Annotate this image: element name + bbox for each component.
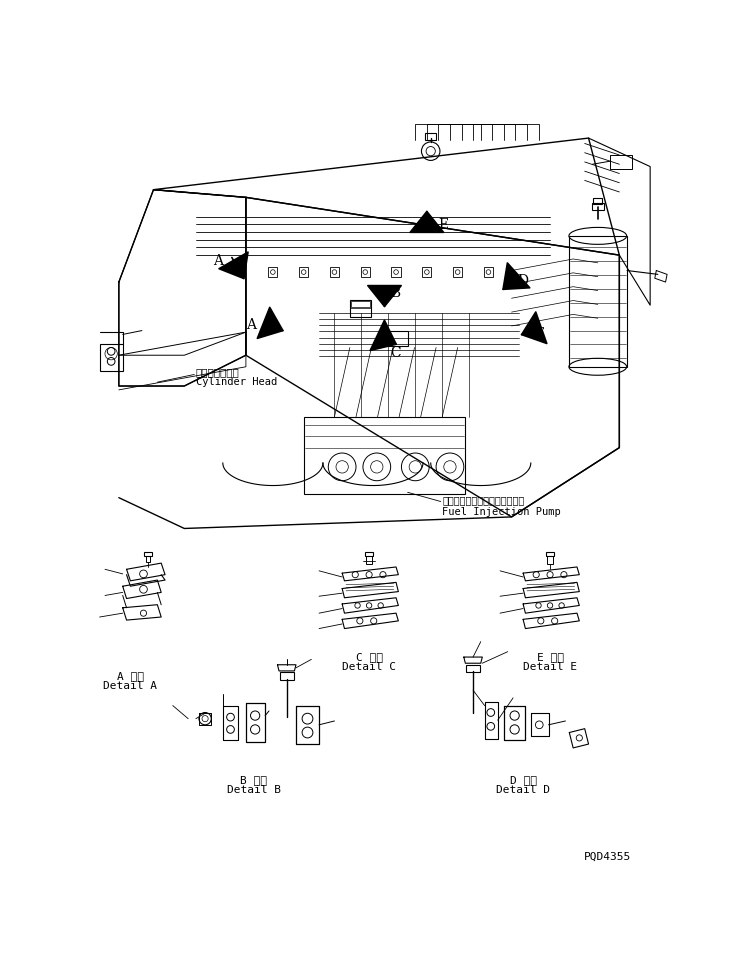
Bar xyxy=(453,267,463,278)
Text: Detail C: Detail C xyxy=(342,661,396,672)
Bar xyxy=(391,267,401,278)
Bar xyxy=(303,417,466,494)
Bar xyxy=(366,556,372,564)
Bar xyxy=(388,330,408,346)
Bar xyxy=(100,344,122,371)
Text: B: B xyxy=(390,285,400,300)
Text: D: D xyxy=(517,275,529,288)
Text: Detail A: Detail A xyxy=(104,681,158,691)
Bar xyxy=(330,267,339,278)
Text: シリンダヘッド: シリンダヘッド xyxy=(196,367,240,377)
Text: D 詳細: D 詳細 xyxy=(510,775,537,785)
Text: Detail B: Detail B xyxy=(227,785,281,795)
Bar xyxy=(268,267,277,278)
Bar xyxy=(466,665,480,673)
Bar xyxy=(351,301,370,308)
Text: E: E xyxy=(439,218,448,232)
Text: C 詳細: C 詳細 xyxy=(356,652,382,661)
Bar xyxy=(546,552,554,556)
Text: E: E xyxy=(535,326,544,341)
Text: Detail E: Detail E xyxy=(523,661,577,672)
Bar xyxy=(299,267,308,278)
Bar xyxy=(592,203,604,210)
Bar xyxy=(350,300,372,317)
Text: PQD4355: PQD4355 xyxy=(584,852,631,862)
Text: Fuel Injection Pump: Fuel Injection Pump xyxy=(442,507,561,517)
Bar xyxy=(280,673,294,680)
Text: A: A xyxy=(213,253,223,268)
Bar xyxy=(569,236,627,367)
Bar xyxy=(610,155,632,169)
Bar xyxy=(365,552,373,556)
Text: Detail D: Detail D xyxy=(496,785,550,795)
Bar xyxy=(146,556,150,562)
Bar xyxy=(425,133,436,140)
Bar xyxy=(484,267,493,278)
Bar xyxy=(360,267,370,278)
Text: A 詳細: A 詳細 xyxy=(117,671,144,681)
Text: E 詳細: E 詳細 xyxy=(536,652,563,661)
Text: Cylinder Head: Cylinder Head xyxy=(196,377,277,386)
Bar xyxy=(144,552,152,556)
Text: フェルインジェクションポンプ: フェルインジェクションポンプ xyxy=(442,495,524,505)
Text: C: C xyxy=(390,346,400,360)
Text: A: A xyxy=(246,318,256,332)
Bar xyxy=(593,198,602,204)
Text: B 詳細: B 詳細 xyxy=(240,775,267,785)
Bar xyxy=(422,267,432,278)
Bar xyxy=(547,556,553,564)
